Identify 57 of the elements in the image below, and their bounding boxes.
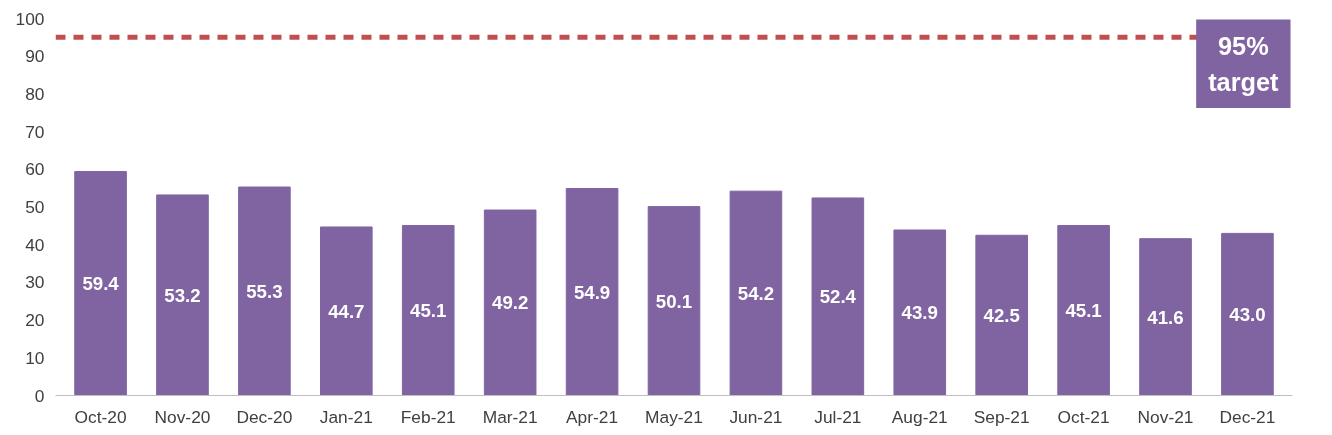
data-label: 45.1 xyxy=(1065,299,1102,321)
data-label: 54.9 xyxy=(573,281,611,303)
y-tick-label: 30 xyxy=(25,272,45,293)
ref-line-label: 95% target xyxy=(1208,31,1280,96)
bar xyxy=(565,188,619,396)
y-tick-label: 50 xyxy=(25,197,45,217)
x-tick-label: Apr-21 xyxy=(566,406,619,427)
data-label: 43.0 xyxy=(1229,303,1266,325)
bar xyxy=(1057,224,1110,396)
data-label: 49.2 xyxy=(492,292,529,314)
data-label: 42.5 xyxy=(983,304,1020,326)
bar xyxy=(647,206,701,396)
y-tick-label: 60 xyxy=(25,159,45,180)
bar xyxy=(975,234,1028,396)
data-label: 52.4 xyxy=(819,286,857,308)
data-label: 43.9 xyxy=(901,302,938,324)
bar xyxy=(1221,232,1274,396)
x-tick-label: Mar-21 xyxy=(482,406,538,427)
x-tick-label: May-21 xyxy=(645,406,703,427)
y-tick-label: 80 xyxy=(25,83,45,104)
bar xyxy=(156,194,209,396)
y-tick-label: 90 xyxy=(25,46,45,67)
bar xyxy=(320,226,373,396)
data-label: 54.2 xyxy=(737,282,775,304)
data-label: 44.7 xyxy=(328,300,365,322)
x-tick-label: Aug-21 xyxy=(891,406,948,427)
data-label: 53.2 xyxy=(164,284,201,306)
y-tick-label: 70 xyxy=(25,121,45,142)
bar xyxy=(811,197,865,396)
data-label: 55.3 xyxy=(246,280,283,302)
x-tick-label: Jun-21 xyxy=(729,406,783,427)
bar xyxy=(483,209,537,396)
y-tick-label: 100 xyxy=(15,8,45,29)
x-tick-label: Nov-20 xyxy=(154,406,211,427)
bar xyxy=(1139,238,1192,396)
data-label: 41.6 xyxy=(1147,306,1184,328)
bar xyxy=(401,224,455,396)
data-label: 59.4 xyxy=(82,273,120,295)
data-label: 50.1 xyxy=(655,290,693,312)
y-tick-label: 20 xyxy=(25,310,45,331)
bar xyxy=(238,186,291,396)
data-label: 45.1 xyxy=(410,299,447,321)
y-tick-label: 10 xyxy=(25,347,45,368)
x-tick-label: Dec-20 xyxy=(236,406,293,427)
x-tick-label: Jan-21 xyxy=(319,406,373,427)
x-tick-label: Feb-21 xyxy=(400,406,456,427)
x-tick-label: Jul-21 xyxy=(814,406,862,427)
x-tick-label: Oct-20 xyxy=(74,406,127,427)
bar xyxy=(893,229,947,396)
bar xyxy=(74,171,127,396)
x-tick-label: Sep-21 xyxy=(973,406,1030,427)
y-tick-label: 40 xyxy=(25,234,45,255)
bar xyxy=(729,190,783,396)
x-tick-label: Oct-21 xyxy=(1057,406,1110,427)
x-tick-label: Dec-21 xyxy=(1219,406,1276,427)
x-tick-label: Nov-21 xyxy=(1137,406,1194,427)
y-tick-label: 0 xyxy=(34,385,45,406)
